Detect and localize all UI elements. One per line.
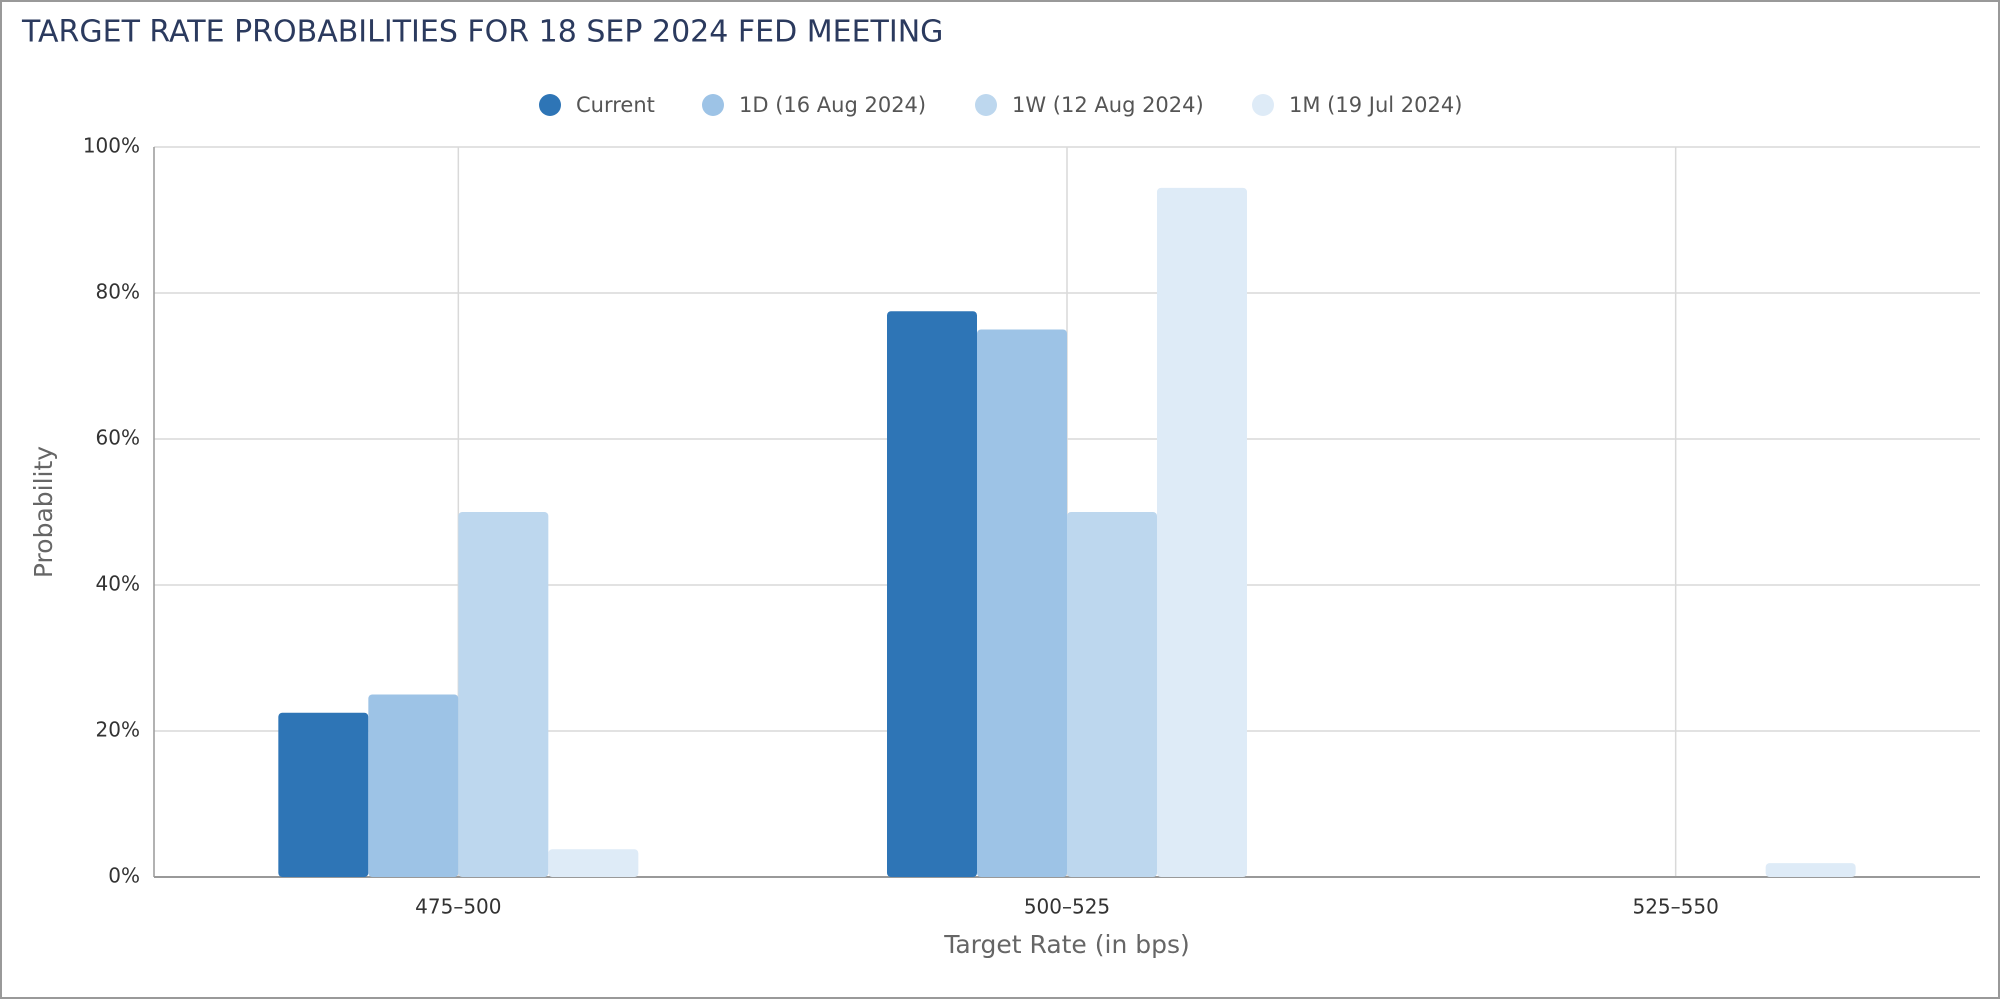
y-axis-title: Probability — [29, 446, 58, 578]
legend-label: Current — [576, 93, 655, 117]
bar — [278, 712, 369, 877]
x-tick-label: 500–525 — [1024, 895, 1110, 919]
x-tick-label: 475–500 — [415, 895, 501, 919]
legend-label: 1W (12 Aug 2024) — [1012, 93, 1204, 117]
bar — [1157, 187, 1247, 877]
chart-title: TARGET RATE PROBABILITIES FOR 18 SEP 202… — [21, 15, 943, 50]
y-tick-label: 100% — [83, 134, 140, 158]
legend-swatch — [1252, 94, 1274, 116]
legend-label: 1D (16 Aug 2024) — [739, 93, 926, 117]
x-axis-title: Target Rate (in bps) — [943, 930, 1190, 959]
y-tick-label: 60% — [96, 426, 140, 450]
bar — [1765, 863, 1856, 877]
legend-swatch — [975, 94, 997, 116]
y-tick-label: 80% — [96, 280, 140, 304]
y-tick-label: 20% — [96, 718, 140, 742]
legend-swatch — [702, 94, 724, 116]
legend-label: 1M (19 Jul 2024) — [1289, 93, 1462, 117]
y-tick-label: 40% — [96, 572, 140, 596]
y-tick-label: 0% — [108, 864, 140, 888]
bar — [368, 694, 459, 877]
x-tick-label: 525–550 — [1632, 895, 1718, 919]
bar — [458, 512, 549, 877]
bar — [977, 329, 1067, 877]
bar — [548, 849, 639, 877]
bar — [1067, 512, 1157, 877]
legend-swatch — [539, 94, 561, 116]
bar — [887, 311, 977, 877]
